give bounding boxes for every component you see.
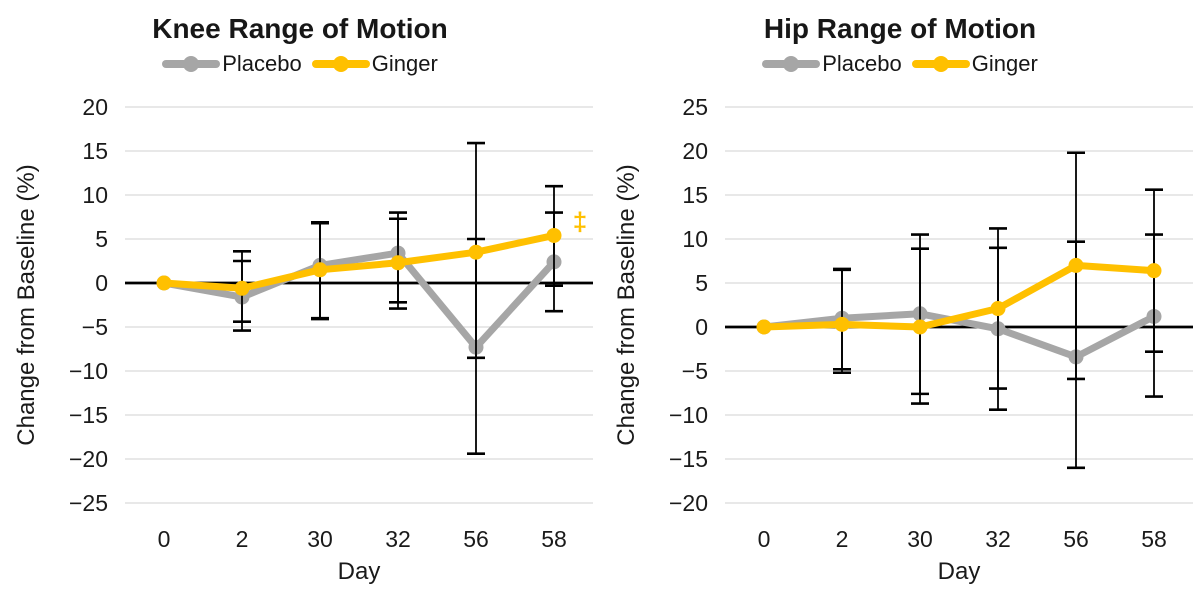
- svg-text:Change from Baseline (%): Change from Baseline (%): [613, 164, 640, 445]
- svg-text:Change from Baseline (%): Change from Baseline (%): [13, 164, 40, 445]
- svg-text:10: 10: [82, 182, 108, 208]
- legend-label-placebo: Placebo: [222, 51, 302, 76]
- hip-plot: 25 20 15 10 5 0 −5 −10 −15 −20 0 2 30 32 56 58 Day Change…: [613, 94, 1193, 585]
- svg-text:0: 0: [95, 270, 108, 296]
- chart-title-knee: Knee Range of Motion: [152, 13, 448, 44]
- legend-hip: Placebo Ginger: [600, 46, 1200, 82]
- svg-text:−15: −15: [69, 402, 108, 428]
- svg-text:−15: −15: [669, 446, 708, 472]
- svg-text:5: 5: [95, 226, 108, 252]
- legend-label-ginger: Ginger: [371, 51, 438, 76]
- svg-text:20: 20: [682, 138, 708, 164]
- svg-text:30: 30: [307, 526, 333, 552]
- svg-text:15: 15: [82, 138, 108, 164]
- svg-text:15: 15: [682, 182, 708, 208]
- svg-text:−25: −25: [69, 490, 108, 516]
- svg-text:2: 2: [236, 526, 249, 552]
- svg-text:10: 10: [682, 226, 708, 252]
- placebo-line-marker-swatch: [162, 56, 221, 72]
- legend-item-ginger: Ginger: [311, 51, 438, 77]
- svg-text:−5: −5: [682, 358, 708, 384]
- legend-item-placebo: Placebo: [162, 51, 302, 77]
- svg-text:0: 0: [695, 314, 708, 340]
- legend-label-ginger: Ginger: [971, 51, 1038, 76]
- svg-text:Day: Day: [338, 558, 381, 585]
- svg-text:0: 0: [758, 526, 771, 552]
- svg-text:Day: Day: [938, 558, 981, 585]
- svg-text:30: 30: [907, 526, 933, 552]
- knee-plot: 20 15 10 5 0 −5 −10 −15 −20 −25 0 2 30 32 56 58 Day Chang…: [13, 94, 593, 585]
- svg-text:−20: −20: [69, 446, 108, 472]
- chart-title-hip: Hip Range of Motion: [763, 13, 1037, 44]
- svg-text:−5: −5: [82, 314, 108, 340]
- svg-text:5: 5: [695, 270, 708, 296]
- legend-label-placebo: Placebo: [822, 51, 902, 76]
- svg-text:‡: ‡: [573, 207, 587, 237]
- svg-text:−10: −10: [669, 402, 708, 428]
- ginger-line-marker-swatch: [311, 56, 370, 72]
- chart-knee: Knee Range of Motion Placebo Ginger 20 15…: [0, 13, 600, 585]
- svg-text:58: 58: [541, 526, 567, 552]
- legend-item-placebo: Placebo: [762, 51, 902, 77]
- ginger-line-marker-swatch: [911, 56, 970, 72]
- svg-text:56: 56: [1063, 526, 1089, 552]
- svg-text:0: 0: [158, 526, 171, 552]
- svg-text:32: 32: [385, 526, 411, 552]
- svg-text:−10: −10: [69, 358, 108, 384]
- svg-text:58: 58: [1141, 526, 1167, 552]
- svg-text:25: 25: [682, 94, 708, 120]
- svg-text:32: 32: [985, 526, 1011, 552]
- legend-item-ginger: Ginger: [911, 51, 1038, 77]
- svg-text:20: 20: [82, 94, 108, 120]
- svg-text:56: 56: [463, 526, 489, 552]
- placebo-line-marker-swatch: [762, 56, 821, 72]
- svg-text:−20: −20: [669, 490, 708, 516]
- chart-hip: Hip Range of Motion Placebo Ginger 25 20 1…: [600, 0, 1200, 602]
- svg-text:2: 2: [836, 526, 849, 552]
- legend-knee: Placebo Ginger: [0, 46, 600, 82]
